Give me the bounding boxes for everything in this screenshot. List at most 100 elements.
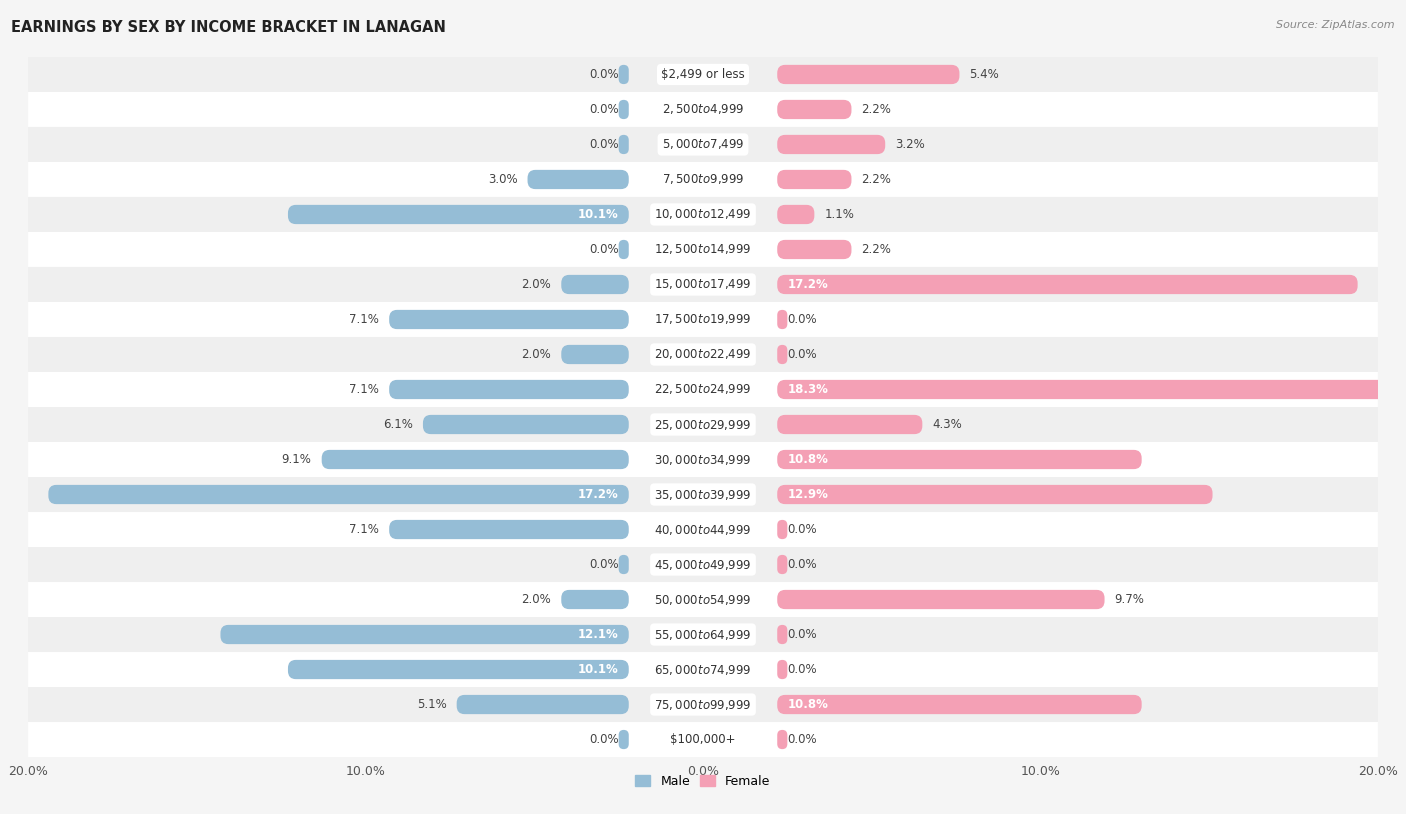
FancyBboxPatch shape <box>778 275 1358 294</box>
Text: $35,000 to $39,999: $35,000 to $39,999 <box>654 488 752 501</box>
Text: 0.0%: 0.0% <box>589 138 619 151</box>
FancyBboxPatch shape <box>619 555 628 574</box>
Text: 0.0%: 0.0% <box>589 68 619 81</box>
Text: 0.0%: 0.0% <box>787 558 817 571</box>
Text: 12.9%: 12.9% <box>787 488 828 501</box>
Text: 2.0%: 2.0% <box>522 593 551 606</box>
Text: 4.3%: 4.3% <box>932 418 962 431</box>
Text: 0.0%: 0.0% <box>589 733 619 746</box>
Text: $15,000 to $17,499: $15,000 to $17,499 <box>654 278 752 291</box>
Text: $55,000 to $64,999: $55,000 to $64,999 <box>654 628 752 641</box>
Text: $75,000 to $99,999: $75,000 to $99,999 <box>654 698 752 711</box>
Text: 0.0%: 0.0% <box>787 733 817 746</box>
Text: 2.0%: 2.0% <box>522 348 551 361</box>
FancyBboxPatch shape <box>28 477 1378 512</box>
FancyBboxPatch shape <box>28 652 1378 687</box>
FancyBboxPatch shape <box>619 730 628 749</box>
Text: 17.2%: 17.2% <box>787 278 828 291</box>
FancyBboxPatch shape <box>389 380 628 399</box>
Text: 12.1%: 12.1% <box>578 628 619 641</box>
FancyBboxPatch shape <box>527 170 628 189</box>
FancyBboxPatch shape <box>28 197 1378 232</box>
Text: 3.2%: 3.2% <box>896 138 925 151</box>
Text: 2.2%: 2.2% <box>862 103 891 116</box>
FancyBboxPatch shape <box>423 415 628 434</box>
FancyBboxPatch shape <box>28 372 1378 407</box>
Text: 6.1%: 6.1% <box>382 418 413 431</box>
FancyBboxPatch shape <box>561 590 628 609</box>
FancyBboxPatch shape <box>561 345 628 364</box>
FancyBboxPatch shape <box>619 240 628 259</box>
Text: 7.1%: 7.1% <box>349 383 380 396</box>
FancyBboxPatch shape <box>778 100 852 119</box>
FancyBboxPatch shape <box>778 590 1105 609</box>
FancyBboxPatch shape <box>28 57 1378 92</box>
Text: 10.1%: 10.1% <box>578 663 619 676</box>
FancyBboxPatch shape <box>28 512 1378 547</box>
Text: $40,000 to $44,999: $40,000 to $44,999 <box>654 523 752 536</box>
Text: 10.8%: 10.8% <box>787 453 828 466</box>
FancyBboxPatch shape <box>28 407 1378 442</box>
FancyBboxPatch shape <box>778 660 787 679</box>
Text: 0.0%: 0.0% <box>787 313 817 326</box>
Text: 0.0%: 0.0% <box>787 628 817 641</box>
FancyBboxPatch shape <box>778 520 787 539</box>
Text: 7.1%: 7.1% <box>349 523 380 536</box>
Text: $25,000 to $29,999: $25,000 to $29,999 <box>654 418 752 431</box>
Text: 0.0%: 0.0% <box>787 663 817 676</box>
FancyBboxPatch shape <box>778 730 787 749</box>
FancyBboxPatch shape <box>322 450 628 469</box>
FancyBboxPatch shape <box>778 205 814 224</box>
FancyBboxPatch shape <box>457 695 628 714</box>
FancyBboxPatch shape <box>561 275 628 294</box>
FancyBboxPatch shape <box>778 310 787 329</box>
FancyBboxPatch shape <box>778 555 787 574</box>
FancyBboxPatch shape <box>778 65 959 84</box>
Text: $65,000 to $74,999: $65,000 to $74,999 <box>654 663 752 676</box>
FancyBboxPatch shape <box>28 687 1378 722</box>
Text: 10.1%: 10.1% <box>578 208 619 221</box>
FancyBboxPatch shape <box>619 65 628 84</box>
Text: 0.0%: 0.0% <box>589 558 619 571</box>
FancyBboxPatch shape <box>619 135 628 154</box>
FancyBboxPatch shape <box>28 232 1378 267</box>
FancyBboxPatch shape <box>778 380 1395 399</box>
Text: 7.1%: 7.1% <box>349 313 380 326</box>
FancyBboxPatch shape <box>619 100 628 119</box>
Text: $5,000 to $7,499: $5,000 to $7,499 <box>662 138 744 151</box>
Text: 1.1%: 1.1% <box>824 208 855 221</box>
FancyBboxPatch shape <box>778 170 852 189</box>
FancyBboxPatch shape <box>28 337 1378 372</box>
Legend: Male, Female: Male, Female <box>630 770 776 793</box>
Text: 5.1%: 5.1% <box>416 698 447 711</box>
Text: 0.0%: 0.0% <box>589 243 619 256</box>
Text: $100,000+: $100,000+ <box>671 733 735 746</box>
Text: EARNINGS BY SEX BY INCOME BRACKET IN LANAGAN: EARNINGS BY SEX BY INCOME BRACKET IN LAN… <box>11 20 446 35</box>
Text: $2,499 or less: $2,499 or less <box>661 68 745 81</box>
Text: $30,000 to $34,999: $30,000 to $34,999 <box>654 453 752 466</box>
Text: $12,500 to $14,999: $12,500 to $14,999 <box>654 243 752 256</box>
FancyBboxPatch shape <box>28 127 1378 162</box>
FancyBboxPatch shape <box>28 92 1378 127</box>
Text: 2.2%: 2.2% <box>862 173 891 186</box>
FancyBboxPatch shape <box>48 485 628 504</box>
FancyBboxPatch shape <box>288 205 628 224</box>
Text: 18.3%: 18.3% <box>787 383 828 396</box>
Text: Source: ZipAtlas.com: Source: ZipAtlas.com <box>1277 20 1395 30</box>
Text: $22,500 to $24,999: $22,500 to $24,999 <box>654 383 752 396</box>
Text: 2.2%: 2.2% <box>862 243 891 256</box>
FancyBboxPatch shape <box>28 722 1378 757</box>
FancyBboxPatch shape <box>778 450 1142 469</box>
Text: 2.0%: 2.0% <box>522 278 551 291</box>
Text: 9.7%: 9.7% <box>1115 593 1144 606</box>
FancyBboxPatch shape <box>28 547 1378 582</box>
FancyBboxPatch shape <box>389 310 628 329</box>
Text: 9.1%: 9.1% <box>281 453 312 466</box>
Text: 0.0%: 0.0% <box>589 103 619 116</box>
Text: 17.2%: 17.2% <box>578 488 619 501</box>
Text: $17,500 to $19,999: $17,500 to $19,999 <box>654 313 752 326</box>
Text: 0.0%: 0.0% <box>787 523 817 536</box>
FancyBboxPatch shape <box>778 135 886 154</box>
Text: $50,000 to $54,999: $50,000 to $54,999 <box>654 593 752 606</box>
Text: 0.0%: 0.0% <box>787 348 817 361</box>
